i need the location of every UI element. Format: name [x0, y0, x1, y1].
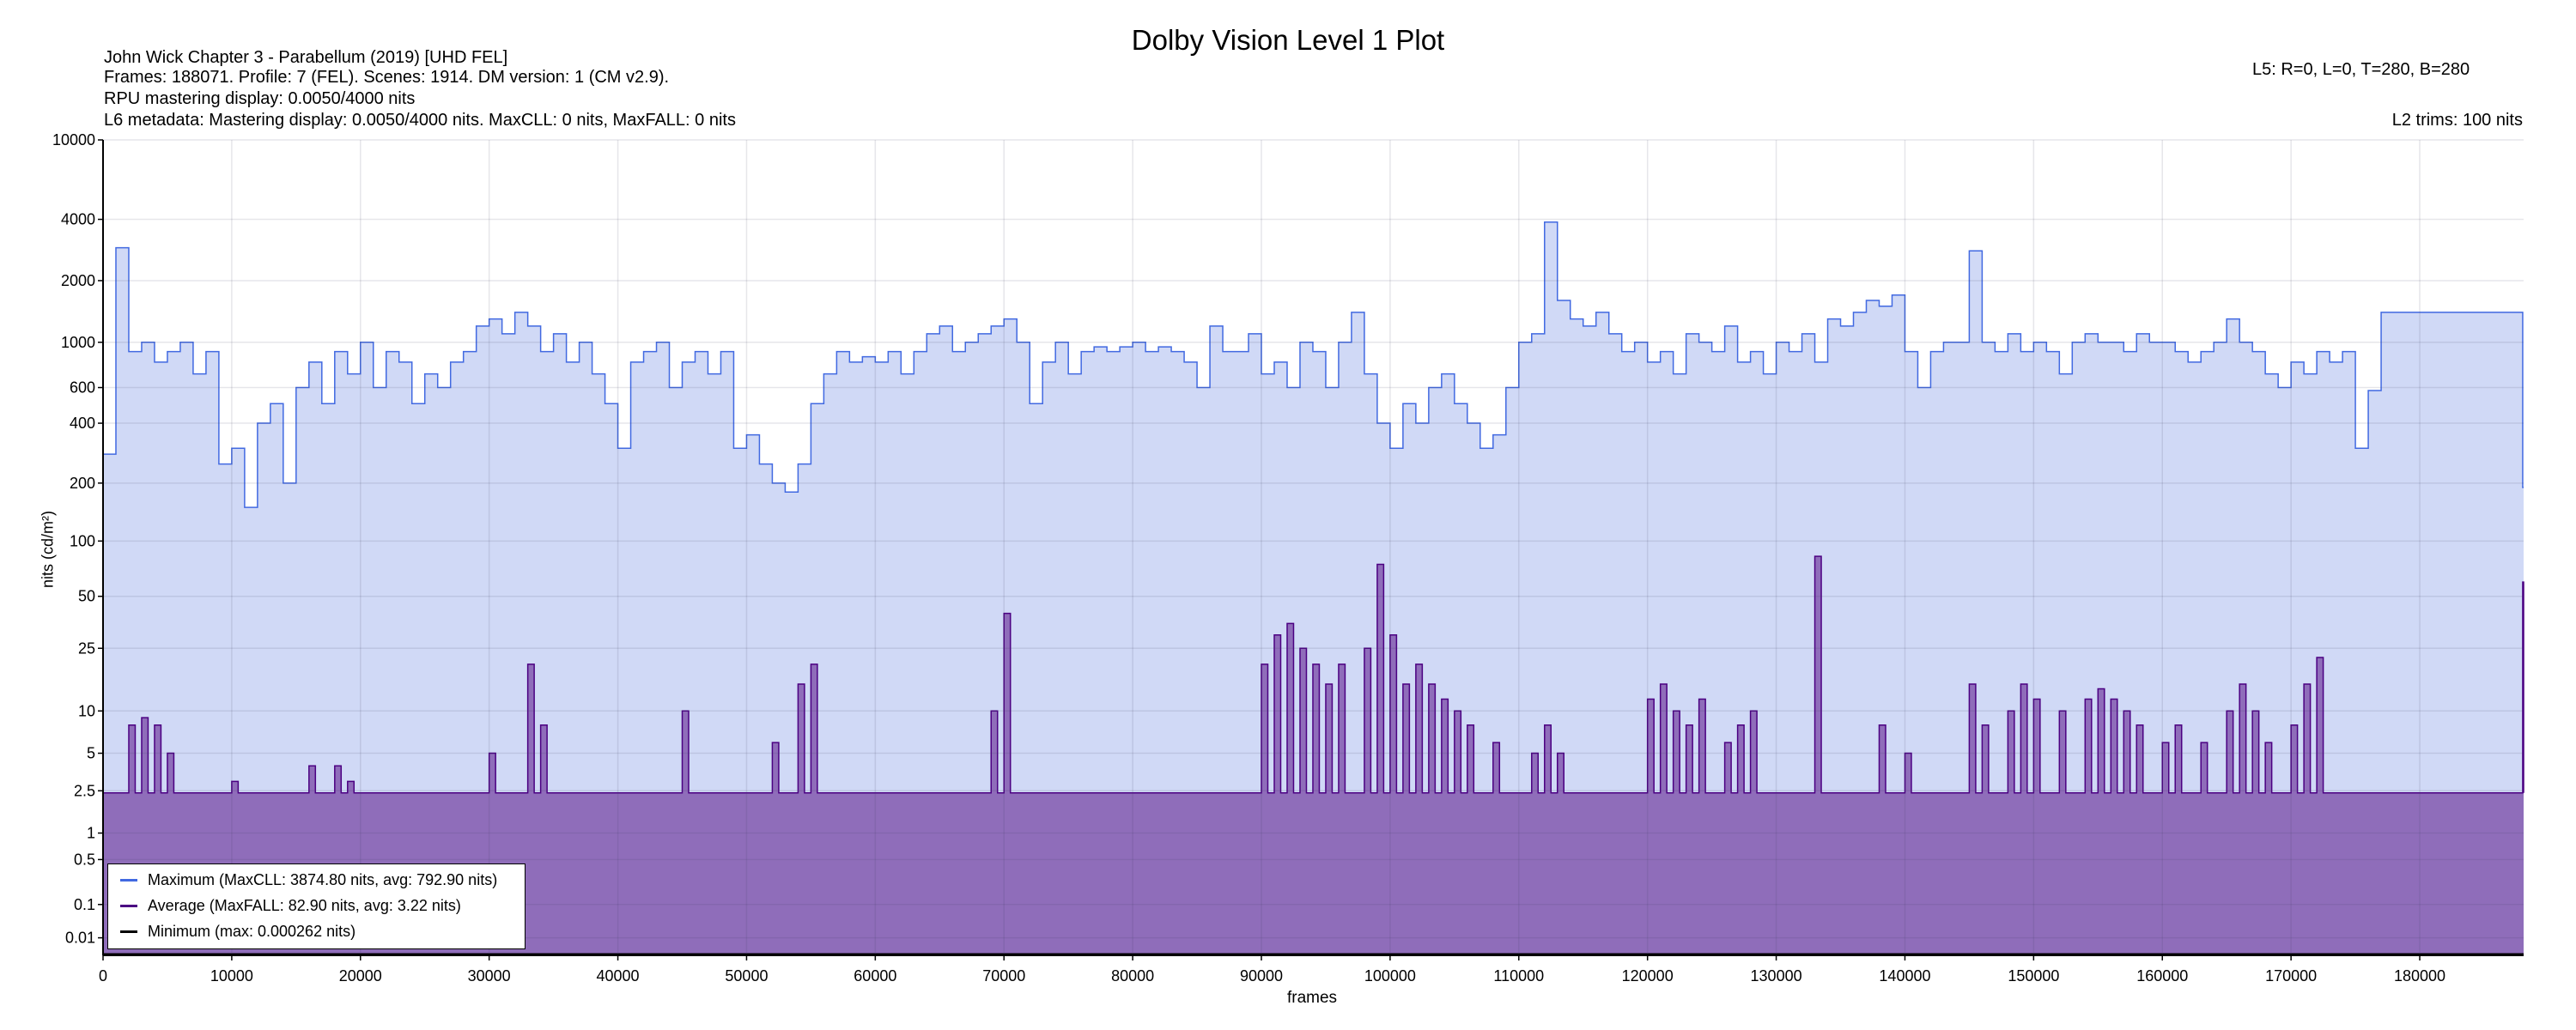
series-maximum-area [103, 221, 2524, 955]
y-axis-label: nits (cd/m²) [39, 511, 57, 588]
y-tick-label: 600 [70, 379, 95, 397]
y-tick-label: 100 [70, 532, 95, 549]
legend-label-minimum: Minimum (max: 0.000262 nits) [148, 923, 356, 940]
x-tick-label: 10000 [210, 967, 253, 985]
y-tick-label: 5 [87, 745, 95, 762]
legend-swatch-maximum [120, 879, 137, 882]
series-maximum-line [103, 221, 2524, 508]
x-tick-label: 180000 [2394, 967, 2445, 985]
y-tick-label: 50 [78, 588, 95, 605]
x-tick-label: 30000 [468, 967, 511, 985]
header-line-title: John Wick Chapter 3 - Parabellum (2019) … [104, 48, 508, 67]
legend-item-minimum: Minimum (max: 0.000262 nits) [120, 923, 355, 941]
y-tick-label: 0.5 [74, 851, 95, 868]
y-tick-label: 4000 [61, 211, 95, 228]
y-tick-label: 10 [78, 702, 95, 719]
x-tick-label: 70000 [982, 967, 1025, 985]
chart-title: Dolby Vision Level 1 Plot [1131, 24, 1445, 56]
y-tick-label: 0.1 [74, 896, 95, 913]
x-tick-label: 60000 [854, 967, 896, 985]
y-tick-label: 2.5 [74, 782, 95, 799]
x-tick-label: 80000 [1111, 967, 1154, 985]
legend-swatch-average [120, 905, 137, 907]
y-tick-label: 2000 [61, 272, 95, 289]
x-tick-label: 170000 [2265, 967, 2317, 985]
x-tick-label: 130000 [1751, 967, 1802, 985]
x-tick-label: 150000 [2008, 967, 2059, 985]
x-tick-label: 140000 [1879, 967, 1930, 985]
x-tick-label: 120000 [1622, 967, 1674, 985]
legend-label-average: Average (MaxFALL: 82.90 nits, avg: 3.22 … [148, 897, 461, 914]
x-tick-label: 160000 [2136, 967, 2188, 985]
x-tick-label: 20000 [339, 967, 382, 985]
x-tick-label: 110000 [1493, 967, 1544, 985]
legend: Maximum (MaxCLL: 3874.80 nits, avg: 792.… [107, 863, 526, 949]
y-tick-label: 1 [87, 825, 95, 842]
x-tick-label: 100000 [1364, 967, 1416, 985]
legend-item-maximum: Maximum (MaxCLL: 3874.80 nits, avg: 792.… [120, 871, 497, 889]
x-tick-label: 90000 [1240, 967, 1283, 985]
l2-info: L2 trims: 100 nits [2391, 111, 2523, 130]
x-tick-label: 40000 [597, 967, 640, 985]
l5-info: L5: R=0, L=0, T=280, B=280 [2252, 60, 2470, 79]
y-tick-label: 10000 [52, 131, 95, 148]
header-line-frames: Frames: 188071. Profile: 7 (FEL). Scenes… [104, 68, 670, 87]
header-line-l6: L6 metadata: Mastering display: 0.0050/4… [104, 111, 736, 130]
legend-swatch-minimum [120, 930, 137, 933]
y-tick-label: 400 [70, 415, 95, 432]
y-tick-label: 25 [78, 639, 95, 657]
header-line-rpu: RPU mastering display: 0.0050/4000 nits [104, 89, 416, 108]
y-tick-label: 200 [70, 475, 95, 492]
x-tick-label: 50000 [725, 967, 768, 985]
y-tick-label: 1000 [61, 334, 95, 351]
series-average-line [103, 555, 2524, 794]
y-tick-label: 0.01 [65, 930, 95, 947]
legend-label-maximum: Maximum (MaxCLL: 3874.80 nits, avg: 792.… [148, 871, 498, 888]
x-axis-label: frames [1286, 989, 1338, 1007]
x-tick-label: 0 [99, 967, 107, 985]
legend-item-average: Average (MaxFALL: 82.90 nits, avg: 3.22 … [120, 897, 461, 915]
